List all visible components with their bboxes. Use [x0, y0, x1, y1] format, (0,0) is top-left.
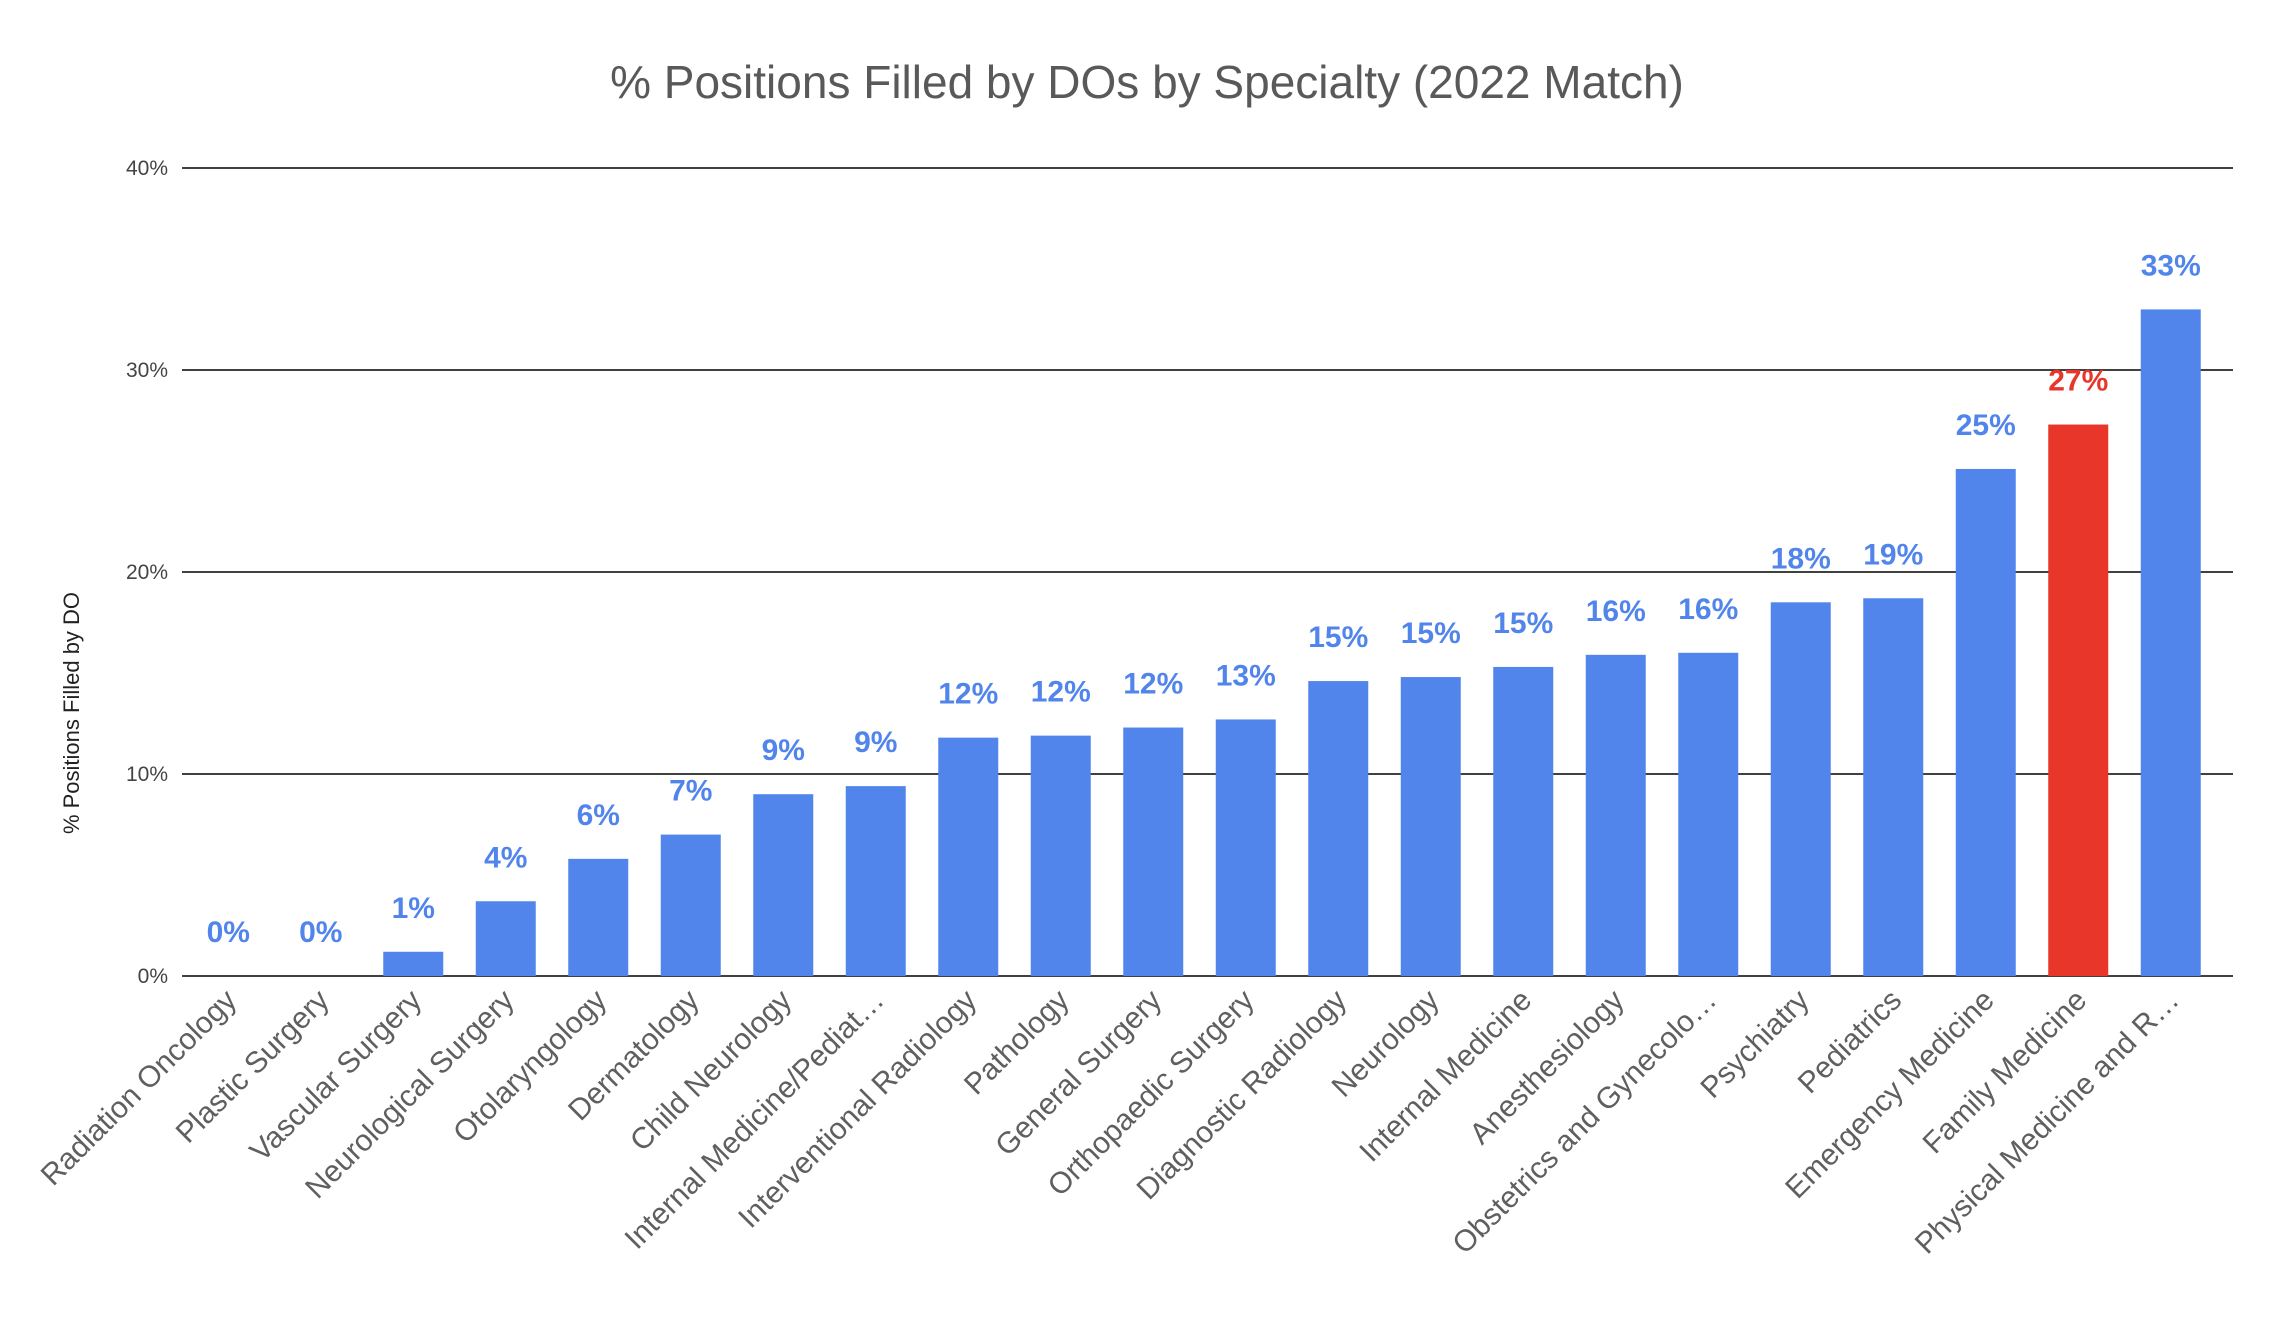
x-tick-label: Child Neurology — [624, 984, 798, 1158]
data-label: 19% — [1863, 538, 1923, 571]
data-label: 25% — [1956, 409, 2016, 442]
y-tick-label: 20% — [126, 561, 168, 584]
y-tick-label: 30% — [126, 359, 168, 382]
bar — [1770, 602, 1831, 976]
x-tick-label: Family Medicine — [1917, 984, 2094, 1161]
data-label: 18% — [1771, 542, 1831, 575]
bars — [383, 309, 2201, 976]
bar — [1215, 719, 1276, 976]
y-tick-label: 40% — [126, 157, 168, 180]
data-label: 13% — [1216, 659, 1276, 692]
data-label: 16% — [1586, 595, 1646, 628]
data-label: 15% — [1401, 617, 1461, 650]
chart-title: % Positions Filled by DOs by Specialty (… — [610, 56, 1684, 108]
bar — [1493, 666, 1554, 976]
bar — [383, 951, 444, 976]
data-label: 9% — [762, 734, 805, 767]
data-label: 0% — [299, 916, 342, 949]
bar — [1585, 654, 1646, 976]
x-tick-label: Internal Medicine — [1353, 984, 1538, 1169]
bar — [1955, 468, 2016, 976]
data-label: 33% — [2141, 249, 2201, 282]
bar — [1863, 598, 1924, 976]
bar — [1030, 735, 1091, 976]
bar — [660, 834, 721, 976]
bar — [1123, 727, 1184, 976]
data-label: 15% — [1493, 607, 1553, 640]
data-label: 16% — [1678, 593, 1738, 626]
x-tick-label: Vascular Surgery — [244, 984, 428, 1168]
y-tick-label: 10% — [126, 763, 168, 786]
data-label: 12% — [1123, 668, 1183, 701]
bar — [2048, 424, 2109, 976]
data-label: 6% — [577, 799, 620, 832]
y-axis-ticks: 0% 10% 20% 30% 40% — [126, 157, 168, 988]
bar — [753, 794, 814, 976]
data-label: 7% — [669, 775, 712, 808]
data-label: 15% — [1308, 621, 1368, 654]
data-labels: 0% 0% 1% 4% 6% 7% 9% 9% 12% 12% 12% 13% 15% 15% 15% 16%… — [207, 249, 2201, 949]
data-label: 9% — [854, 726, 897, 759]
y-tick-label: 0% — [138, 965, 168, 988]
data-label: 0% — [207, 916, 250, 949]
data-label: 12% — [1031, 676, 1091, 709]
x-tick-label: General Surgery — [989, 984, 1168, 1163]
data-label: 4% — [484, 841, 527, 874]
bar — [1678, 652, 1739, 976]
data-label: 12% — [938, 678, 998, 711]
y-axis-title: % Positions Filled by DO — [59, 592, 84, 834]
bar — [1400, 677, 1461, 976]
bar — [568, 858, 629, 976]
bar — [475, 901, 536, 976]
data-label: 1% — [392, 892, 435, 925]
bar — [845, 786, 906, 976]
data-label: 27% — [2048, 365, 2108, 398]
bar — [2140, 309, 2201, 976]
bar — [1308, 681, 1369, 976]
bar — [938, 737, 999, 976]
